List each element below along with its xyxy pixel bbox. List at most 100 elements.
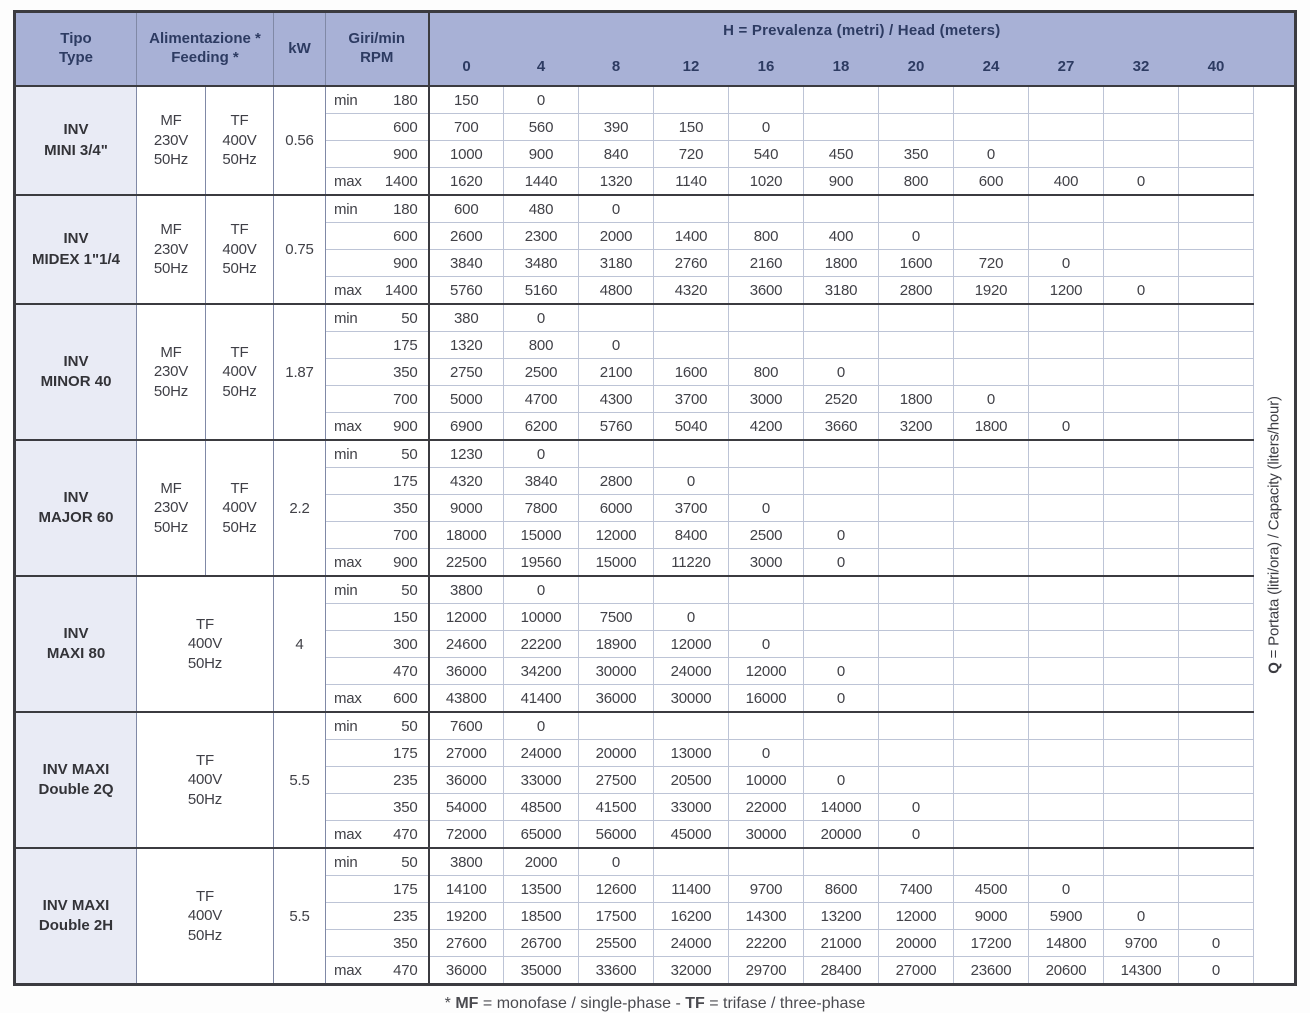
feeding-line: TF xyxy=(230,221,249,239)
capacity-cell xyxy=(1178,249,1254,277)
capacity-cell: 16000 xyxy=(728,684,804,712)
rpm-value: 300 xyxy=(393,635,418,653)
capacity-cell: 36000 xyxy=(428,766,504,794)
capacity-cell: 350 xyxy=(878,140,954,168)
capacity-cell: 23600 xyxy=(953,956,1029,985)
capacity-cell: 0 xyxy=(728,113,804,141)
pump-type-cell: INV MIDEX 1"1/4 xyxy=(14,194,137,304)
rpm-value: 470 xyxy=(393,662,418,680)
capacity-cell xyxy=(953,739,1029,767)
q-axis-text: = Portata (litri/ora) / Capacity (liters… xyxy=(1265,396,1283,663)
capacity-cell: 4700 xyxy=(503,385,579,413)
capacity-cell xyxy=(1178,847,1254,876)
capacity-cell: 5760 xyxy=(428,276,504,304)
capacity-cell: 0 xyxy=(803,358,879,386)
head-col-12: 12 xyxy=(653,50,729,86)
capacity-cell xyxy=(953,630,1029,658)
capacity-cell: 1320 xyxy=(578,167,654,195)
capacity-cell xyxy=(1103,521,1179,549)
capacity-cell: 12600 xyxy=(578,875,654,903)
capacity-cell: 45000 xyxy=(653,820,729,848)
pump-type-line: Double 2H xyxy=(38,917,114,934)
capacity-cell: 54000 xyxy=(428,793,504,821)
capacity-cell xyxy=(1103,85,1179,114)
capacity-cell xyxy=(1178,494,1254,522)
capacity-cell: 22200 xyxy=(728,929,804,957)
capacity-cell: 10000 xyxy=(728,766,804,794)
capacity-cell xyxy=(1028,385,1104,413)
capacity-cell: 43800 xyxy=(428,684,504,712)
capacity-cell: 3000 xyxy=(728,548,804,576)
capacity-cell xyxy=(1178,113,1254,141)
capacity-cell: 800 xyxy=(728,358,804,386)
feeding-line: MF xyxy=(160,221,182,239)
capacity-cell: 5000 xyxy=(428,385,504,413)
pump-type-line: MIDEX 1"1/4 xyxy=(32,250,120,268)
capacity-cell: 17500 xyxy=(578,902,654,930)
capacity-cell: 1200 xyxy=(1028,276,1104,304)
rpm-value: 180 xyxy=(393,91,418,109)
head-col-27: 27 xyxy=(1028,50,1104,86)
kw-cell: 4 xyxy=(273,575,326,712)
capacity-cell: 5160 xyxy=(503,276,579,304)
capacity-cell xyxy=(803,331,879,359)
capacity-cell: 400 xyxy=(803,222,879,250)
rpm-value: 600 xyxy=(393,118,418,136)
rpm-inner: 150 xyxy=(326,609,427,626)
rpm-inner: 350 xyxy=(326,799,427,816)
capacity-cell xyxy=(878,521,954,549)
capacity-cell: 4800 xyxy=(578,276,654,304)
capacity-cell xyxy=(1028,793,1104,821)
rpm-min-max-label: max xyxy=(334,961,362,979)
feeding-line: 50Hz xyxy=(153,382,189,400)
pump-type-line: INV MAXI xyxy=(42,760,110,778)
capacity-cell xyxy=(1028,711,1104,740)
capacity-cell: 3200 xyxy=(878,412,954,440)
capacity-cell: 1620 xyxy=(428,167,504,195)
capacity-cell: 800 xyxy=(878,167,954,195)
capacity-cell xyxy=(1178,194,1254,223)
capacity-cell: 15000 xyxy=(578,548,654,576)
capacity-cell xyxy=(953,711,1029,740)
rpm-cell: 700 xyxy=(325,385,430,413)
rpm-cell: 900 xyxy=(325,140,430,168)
capacity-cell: 1140 xyxy=(653,167,729,195)
header-rpm-line2: RPM xyxy=(360,49,394,66)
rpm-inner: min 180 xyxy=(326,91,427,109)
capacity-cell: 12000 xyxy=(428,603,504,631)
capacity-cell: 0 xyxy=(1103,167,1179,195)
capacity-cell xyxy=(578,439,654,468)
capacity-cell: 900 xyxy=(803,167,879,195)
rpm-inner: max 600 xyxy=(326,689,427,707)
feeding-line: 50Hz xyxy=(222,151,257,169)
capacity-cell: 19560 xyxy=(503,548,579,576)
capacity-cell xyxy=(803,603,879,631)
header-head-symbol: H xyxy=(723,22,735,40)
capacity-cell: 0 xyxy=(953,385,1029,413)
capacity-cell xyxy=(953,766,1029,794)
capacity-cell: 36000 xyxy=(578,684,654,712)
capacity-cell: 10000 xyxy=(503,603,579,631)
capacity-cell xyxy=(578,575,654,604)
feeding-tf-cell: TF 400V 50Hz xyxy=(205,194,274,304)
rpm-value: 600 xyxy=(393,689,418,707)
capacity-cell xyxy=(1178,303,1254,332)
rpm-value: 175 xyxy=(393,472,418,490)
capacity-cell: 700 xyxy=(428,113,504,141)
rpm-cell: min 50 xyxy=(325,439,430,468)
capacity-cell xyxy=(803,467,879,495)
rpm-inner: 175 xyxy=(326,881,427,898)
capacity-cell xyxy=(1178,385,1254,413)
capacity-cell xyxy=(878,467,954,495)
capacity-cell xyxy=(953,684,1029,712)
table-row: 350 27600 26700 25500 24000 22200 21000 20000 17… xyxy=(15,929,1296,957)
rpm-cell: 470 xyxy=(325,657,430,685)
capacity-cell: 0 xyxy=(1178,956,1254,985)
rpm-value: 1400 xyxy=(384,172,418,190)
rpm-cell: min 50 xyxy=(325,303,430,332)
capacity-cell: 9700 xyxy=(728,875,804,903)
capacity-cell xyxy=(1028,657,1104,685)
rpm-value: 50 xyxy=(401,853,418,871)
table-row: 300 24600 22200 18900 12000 0 xyxy=(15,630,1296,658)
table-row: INV MAXI Double 2Q TF 400V 50Hz 5.5 min 50 7600 0 xyxy=(14,711,1296,848)
